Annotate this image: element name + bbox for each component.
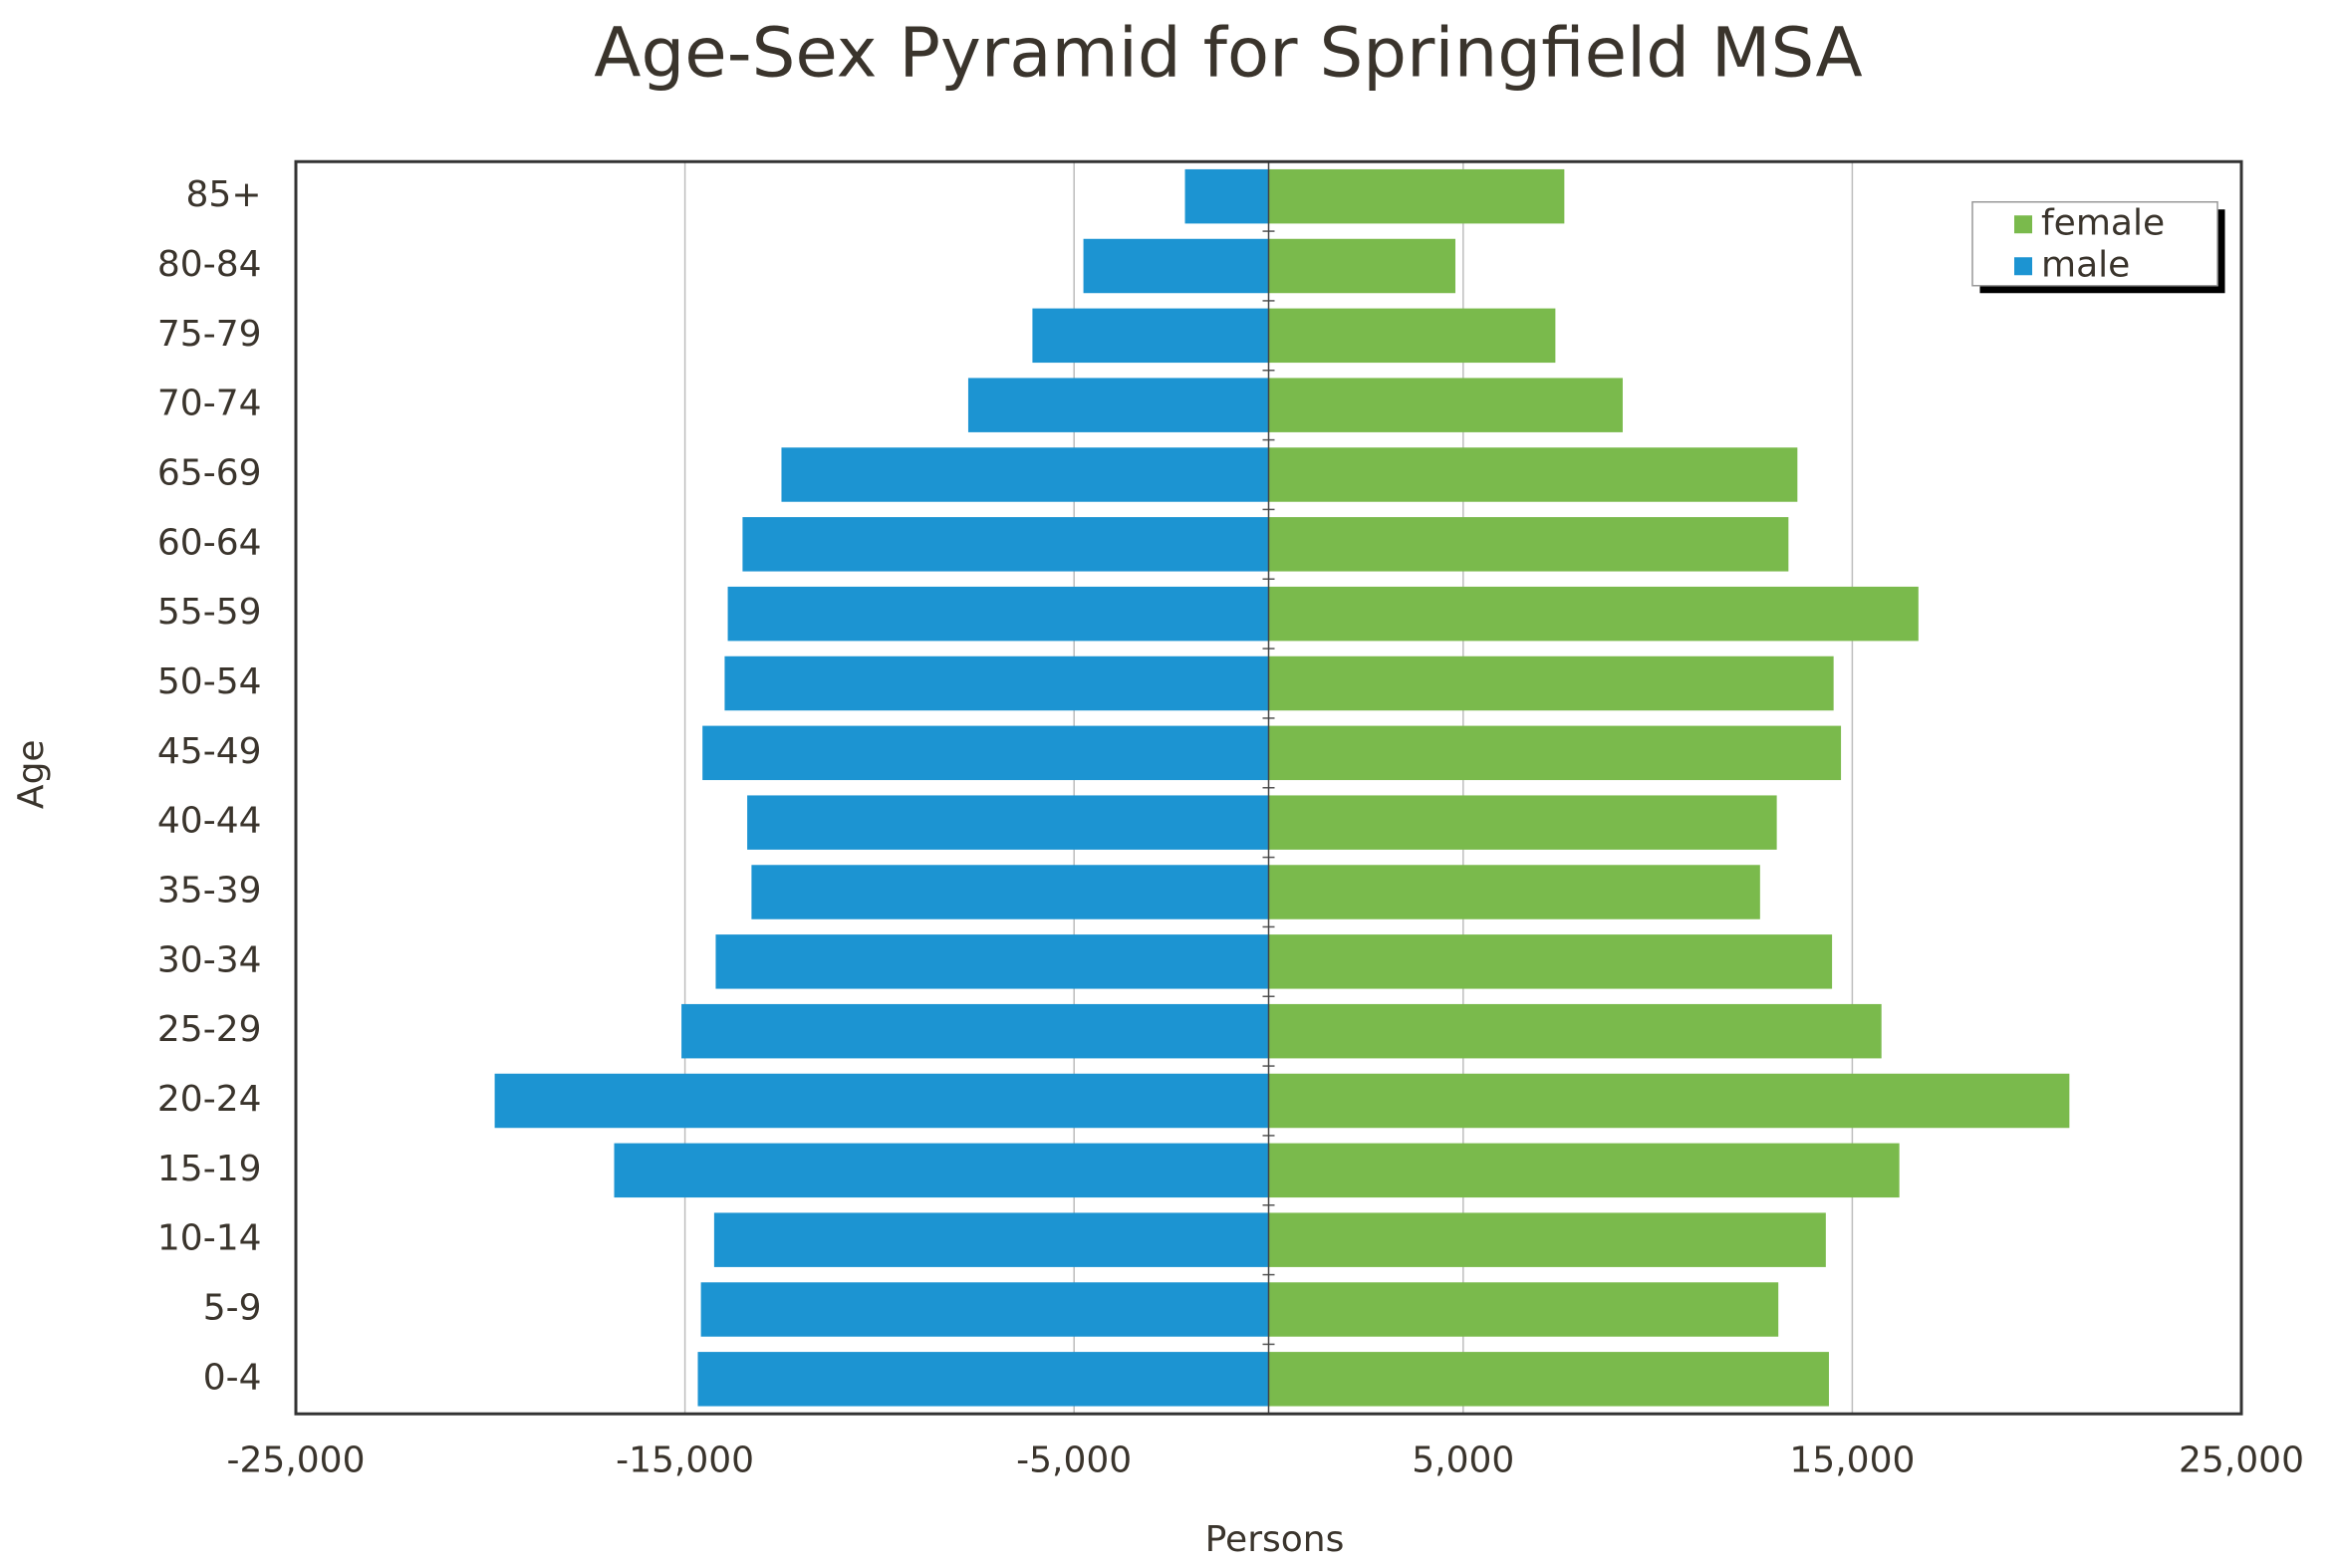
- legend: [1971, 200, 2218, 287]
- bar: [751, 865, 1269, 919]
- x-axis-label: Persons: [1205, 1519, 1345, 1560]
- y-tick-label: 65-69: [157, 453, 262, 494]
- y-tick-label: 30-34: [157, 939, 262, 980]
- bar: [1268, 238, 1455, 294]
- y-tick-label: 10-14: [157, 1218, 262, 1259]
- bar: [1268, 517, 1789, 572]
- bar: [713, 1212, 1269, 1267]
- y-tick-label: 60-64: [157, 522, 262, 563]
- bar: [1268, 655, 1834, 711]
- bar: [1268, 865, 1760, 919]
- y-tick-label: 75-79: [157, 314, 262, 355]
- y-tick-label: 70-74: [157, 384, 262, 424]
- bar: [697, 1352, 1269, 1407]
- bar: [724, 655, 1269, 711]
- y-axis-label: Age: [11, 739, 52, 809]
- bar: [702, 725, 1269, 781]
- bar: [1268, 1282, 1779, 1337]
- bar: [1083, 238, 1269, 294]
- y-tick-label: 25-29: [157, 1009, 262, 1050]
- bar: [614, 1143, 1269, 1198]
- bar: [1268, 1143, 1900, 1198]
- legend-swatch: [2014, 257, 2032, 276]
- x-tick-label: -5,000: [1016, 1439, 1132, 1480]
- bar: [1268, 795, 1777, 850]
- chart-title: Age-Sex Pyramid for Springfield MSA: [594, 13, 1862, 93]
- bar: [1268, 725, 1842, 781]
- bar: [494, 1073, 1269, 1129]
- bar: [1268, 1352, 1829, 1407]
- bar: [1032, 308, 1269, 364]
- bar: [742, 517, 1269, 572]
- plot-frame: [294, 159, 2243, 1416]
- y-tick-label: 20-24: [157, 1079, 262, 1120]
- y-tick-label: 45-49: [157, 731, 262, 772]
- bar: [715, 934, 1269, 989]
- y-tick-label: 35-39: [157, 871, 262, 912]
- y-tick-label: 55-59: [157, 592, 262, 633]
- x-tick-label: 5,000: [1412, 1439, 1514, 1480]
- legend-label: female: [2041, 202, 2165, 243]
- legend-label: male: [2041, 244, 2130, 285]
- bar: [1268, 447, 1798, 502]
- bar: [781, 447, 1269, 502]
- bar: [1268, 308, 1556, 364]
- bar: [1268, 168, 1565, 224]
- bar: [727, 586, 1269, 642]
- bar: [1184, 168, 1269, 224]
- y-tick-label: 85+: [186, 174, 262, 215]
- bar: [1268, 378, 1623, 432]
- y-tick-label: 15-19: [157, 1149, 262, 1189]
- bar: [1268, 1073, 2070, 1129]
- x-tick-label: -25,000: [227, 1439, 366, 1480]
- y-tick-label: 50-54: [157, 661, 262, 702]
- y-tick-label: 5-9: [203, 1288, 262, 1329]
- bar: [681, 1003, 1269, 1059]
- bar: [1268, 586, 1919, 642]
- x-tick-label: 15,000: [1789, 1439, 1915, 1480]
- y-tick-label: 80-84: [157, 244, 262, 285]
- bar: [700, 1282, 1269, 1337]
- x-tick-label: -15,000: [616, 1439, 754, 1480]
- bar: [1268, 1003, 1882, 1059]
- x-tick-label: 25,000: [2179, 1439, 2304, 1480]
- bar: [747, 795, 1269, 850]
- legend-swatch: [2014, 215, 2032, 234]
- bar: [1268, 1212, 1826, 1267]
- y-tick-label: 0-4: [203, 1357, 262, 1398]
- bar: [1268, 934, 1833, 989]
- bar: [967, 378, 1269, 432]
- y-tick-label: 40-44: [157, 801, 262, 842]
